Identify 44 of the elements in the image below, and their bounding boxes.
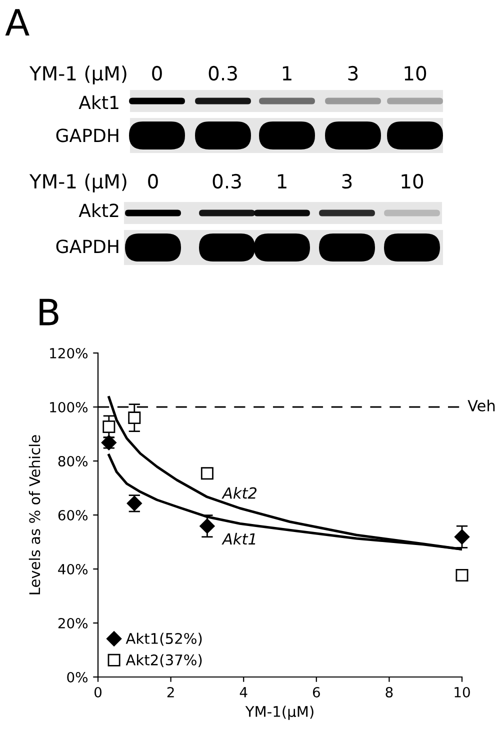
x-tick-label: 4 (240, 687, 248, 698)
x-tick-label: 2 (167, 686, 174, 698)
x-tick-label: 8 (386, 686, 393, 698)
text: 3 (342, 174, 352, 189)
point (102, 420, 116, 433)
legend-label: Akt2(37%) (126, 654, 202, 668)
text: 10 (402, 174, 424, 189)
text: Akt1 (78, 95, 118, 109)
y-tick-label: 20% (58, 618, 88, 628)
text: YM-1 (μM) (29, 174, 126, 192)
text: GAPDH (56, 128, 118, 142)
text: 0 (148, 174, 158, 189)
text: 1 (278, 174, 286, 188)
text: 3 (348, 66, 358, 81)
point (200, 518, 215, 534)
y-tick-label: 120% (50, 348, 88, 358)
ref-line-label: Veh (468, 400, 495, 412)
text: 1 (282, 66, 292, 80)
text: 0.3 (212, 174, 241, 189)
text: YM-1 (μM) (29, 66, 126, 84)
point (200, 467, 214, 480)
x-tick-label: 10 (454, 686, 470, 698)
series-label: Akt1 (222, 532, 256, 545)
y-tick-label: 0% (67, 672, 88, 682)
y-tick-label: 80% (58, 456, 88, 466)
y-axis-title: Levels as % of Vehicle (28, 435, 40, 594)
y-tick-label: 100% (50, 402, 88, 412)
x-axis-title: YM-1(μM) (245, 706, 314, 720)
y-tick-label: 60% (58, 510, 88, 520)
text: A (5, 9, 30, 36)
y-tick-label: 40% (58, 564, 88, 574)
x-tick-label: 6 (312, 686, 320, 698)
text: 0 (152, 66, 162, 81)
point (456, 568, 468, 582)
text: GAPDH (56, 240, 118, 254)
x-tick-label: 0 (94, 686, 102, 698)
legend-label: Akt1(52%) (126, 632, 202, 646)
series-label: Akt2 (222, 486, 257, 499)
text: 10 (404, 66, 426, 81)
text: Akt2 (78, 203, 118, 217)
point (128, 412, 141, 424)
text: 0.3 (208, 66, 237, 81)
chart-title: B (40, 298, 58, 326)
point (454, 529, 470, 544)
